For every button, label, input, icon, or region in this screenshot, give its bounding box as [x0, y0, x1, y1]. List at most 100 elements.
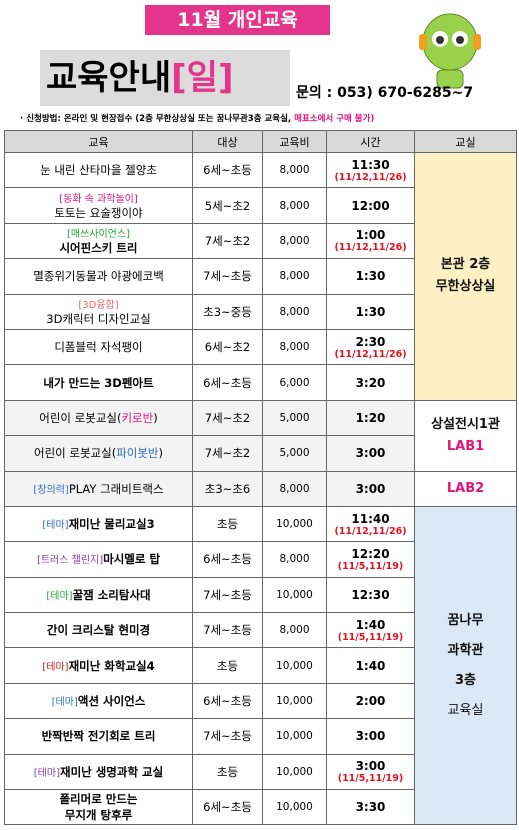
time: 1:20	[355, 410, 386, 425]
dates: (11/5,11/19)	[337, 773, 404, 785]
fee-cell: 10,000	[262, 576, 327, 614]
course-cell: [테마]액션 사이언스	[4, 682, 193, 720]
row: 디폼블럭 자석팽이 6세~초2 8,000 2:30 (11/12,11/26)	[4, 328, 517, 366]
contact: 문의 : 053) 670-6285~7	[296, 85, 474, 101]
course-cell: 폴리머로 만드는 무지개 탕후루	[4, 789, 193, 826]
course-tag: [테마]	[42, 661, 69, 673]
row: 어린이 로봇교실(키로반) 7세~초2 5,000 1:20 상설전시1관 LAB1	[4, 399, 517, 472]
time: 1:30	[355, 269, 386, 284]
time: 2:30	[355, 334, 386, 349]
course-title: 재미난 생명과학 교실	[59, 764, 164, 779]
time-cell: 3:30	[326, 789, 415, 826]
fee-cell: 6,000	[262, 364, 327, 401]
row: [창의력]PLAY 그래비트랙스 초3~초6 8,000 3:00 LAB2	[4, 470, 517, 507]
time-cell: 2:30 (11/12,11/26)	[326, 328, 415, 366]
fee-cell: 8,000	[262, 612, 327, 649]
course-title: 재미난 화학교실4	[68, 658, 155, 673]
course-tag: [3D융합]	[78, 300, 119, 312]
target-cell: 7세~초등	[192, 612, 263, 649]
course-title: 멸종위기동물과 야광에코백	[33, 269, 164, 284]
note-text: · 신청방법: 온라인 및 현장접수 (2층 무한상상실 또는 꿈나무관3층 교…	[20, 114, 292, 124]
time-cell: 3:00	[326, 470, 415, 507]
target-cell: 초등	[192, 753, 263, 791]
column-header: 교육비	[262, 130, 327, 153]
time: 1:40	[355, 658, 386, 673]
course-title: PLAY 그래비트랙스	[68, 481, 164, 496]
target-cell: 7세~초2	[192, 222, 263, 260]
time: 11:30	[351, 157, 390, 172]
target-cell: 7세~초등	[192, 718, 263, 755]
row: [테마]재미난 생명과학 교실 초등 10,000 3:00 (11/5,11/19)	[4, 753, 517, 791]
fee-cell: 10,000	[262, 647, 327, 684]
target-cell: 7세~초등	[192, 576, 263, 614]
course-title: 폴리머로 만드는	[59, 792, 138, 807]
target-cell: 7세~초2	[192, 399, 263, 437]
course-title: 어린이 로봇교실(	[33, 446, 117, 461]
robot-icon	[419, 13, 481, 89]
room-line: 무한상상실	[435, 279, 496, 295]
target-cell: 6세~초등	[192, 364, 263, 401]
row: [테마]재미난 물리교실3 초등 10,000 11:40 (11/12,11/26) 꿈…	[4, 505, 517, 826]
note: · 신청방법: 온라인 및 현장접수 (2층 무한상상실 또는 꿈나무관3층 교…	[20, 112, 374, 124]
course-cell: [동화 속 과학놀이] 토토는 요술쟁이야	[4, 187, 193, 224]
course-tag: [매쓰사이언스]	[66, 229, 130, 241]
dates: (11/12,11/26)	[334, 525, 407, 537]
row: 멸종위기동물과 야광에코백 7세~초등 8,000 1:30	[4, 258, 517, 295]
fee-cell: 10,000	[262, 753, 327, 791]
room-line: LAB1	[446, 438, 485, 454]
column-header: 대상	[192, 130, 263, 153]
target-cell: 6세~초등	[192, 151, 263, 189]
course-title-line2: 무지개 탕후루	[64, 808, 133, 823]
time-cell: 12:30	[326, 576, 415, 614]
fee-cell: 8,000	[262, 151, 327, 189]
target-cell: 초등	[192, 505, 263, 543]
fee-cell: 10,000	[262, 505, 327, 543]
time-cell: 11:40 (11/12,11/26)	[326, 505, 415, 543]
time-cell: 12:00	[326, 187, 415, 224]
dates: (11/12,11/26)	[334, 348, 407, 360]
course-cell: 멸종위기동물과 야광에코백	[4, 258, 193, 295]
time-cell: 12:20 (11/5,11/19)	[326, 541, 415, 578]
room-line: 3층	[454, 672, 476, 688]
course-title-end: )	[158, 446, 164, 461]
time-cell: 1:40 (11/5,11/19)	[326, 612, 415, 649]
time-cell: 3:00 (11/5,11/19)	[326, 753, 415, 791]
target-cell: 6세~초등	[192, 541, 263, 578]
time: 3:00	[355, 729, 386, 744]
row: 폴리머로 만드는 무지개 탕후루 6세~초등 10,000 3:30	[4, 789, 517, 826]
room-line: 본관 2층	[440, 257, 491, 273]
fee-cell: 5,000	[262, 399, 327, 437]
row: [테마]액션 사이언스 6세~초등 10,000 2:00	[4, 682, 517, 720]
target-cell: 6세~초등	[192, 682, 263, 720]
course-cell: [테마]꿀잼 소리탐사대	[4, 576, 193, 614]
fee-cell: 8,000	[262, 328, 327, 366]
course-cell: 어린이 로봇교실(키로반)	[4, 399, 193, 437]
row: 내가 만드는 3D펜아트 6세~초등 6,000 3:20	[4, 364, 517, 401]
row: 눈 내린 산타마을 젤양초 6세~초등 8,000 11:30 (11/12,11/26…	[4, 151, 517, 401]
time: 1:00	[355, 228, 386, 243]
time-cell: 1:40	[326, 647, 415, 684]
dates: (11/5,11/19)	[337, 560, 404, 572]
schedule-table: 교육 대상 교육비 시간 교실 눈 내린 산타마을 젤양초 6세~초등 8,000 11:30…	[4, 130, 517, 826]
column-header: 교실	[414, 130, 517, 153]
course-title: 어린이 로봇교실(	[39, 410, 122, 425]
course-cell: 내가 만드는 3D펜아트	[4, 364, 193, 401]
time: 1:40	[355, 617, 386, 632]
time-cell: 3:20	[326, 364, 415, 401]
row: [3D융합] 3D캐릭터 디자인교실 초3~중등 8,000 1:30	[4, 293, 517, 330]
course-tag: [테마]	[51, 697, 78, 709]
course-title: 반짝반짝 전기회로 트리	[41, 729, 156, 744]
room-cell: 상설전시1관 LAB1	[414, 399, 517, 472]
time: 12:20	[351, 546, 390, 561]
time-cell: 11:30 (11/12,11/26)	[326, 151, 415, 189]
course-cell: 눈 내린 산타마을 젤양초	[4, 151, 193, 189]
banner: 11월 개인교육	[145, 5, 330, 35]
target-cell: 5세~초2	[192, 187, 263, 224]
fee-cell: 8,000	[262, 258, 327, 295]
time-cell: 3:00	[326, 435, 415, 472]
course-title-end: )	[153, 410, 158, 425]
fee-cell: 8,000	[262, 222, 327, 260]
target-cell: 초3~중등	[192, 293, 263, 330]
